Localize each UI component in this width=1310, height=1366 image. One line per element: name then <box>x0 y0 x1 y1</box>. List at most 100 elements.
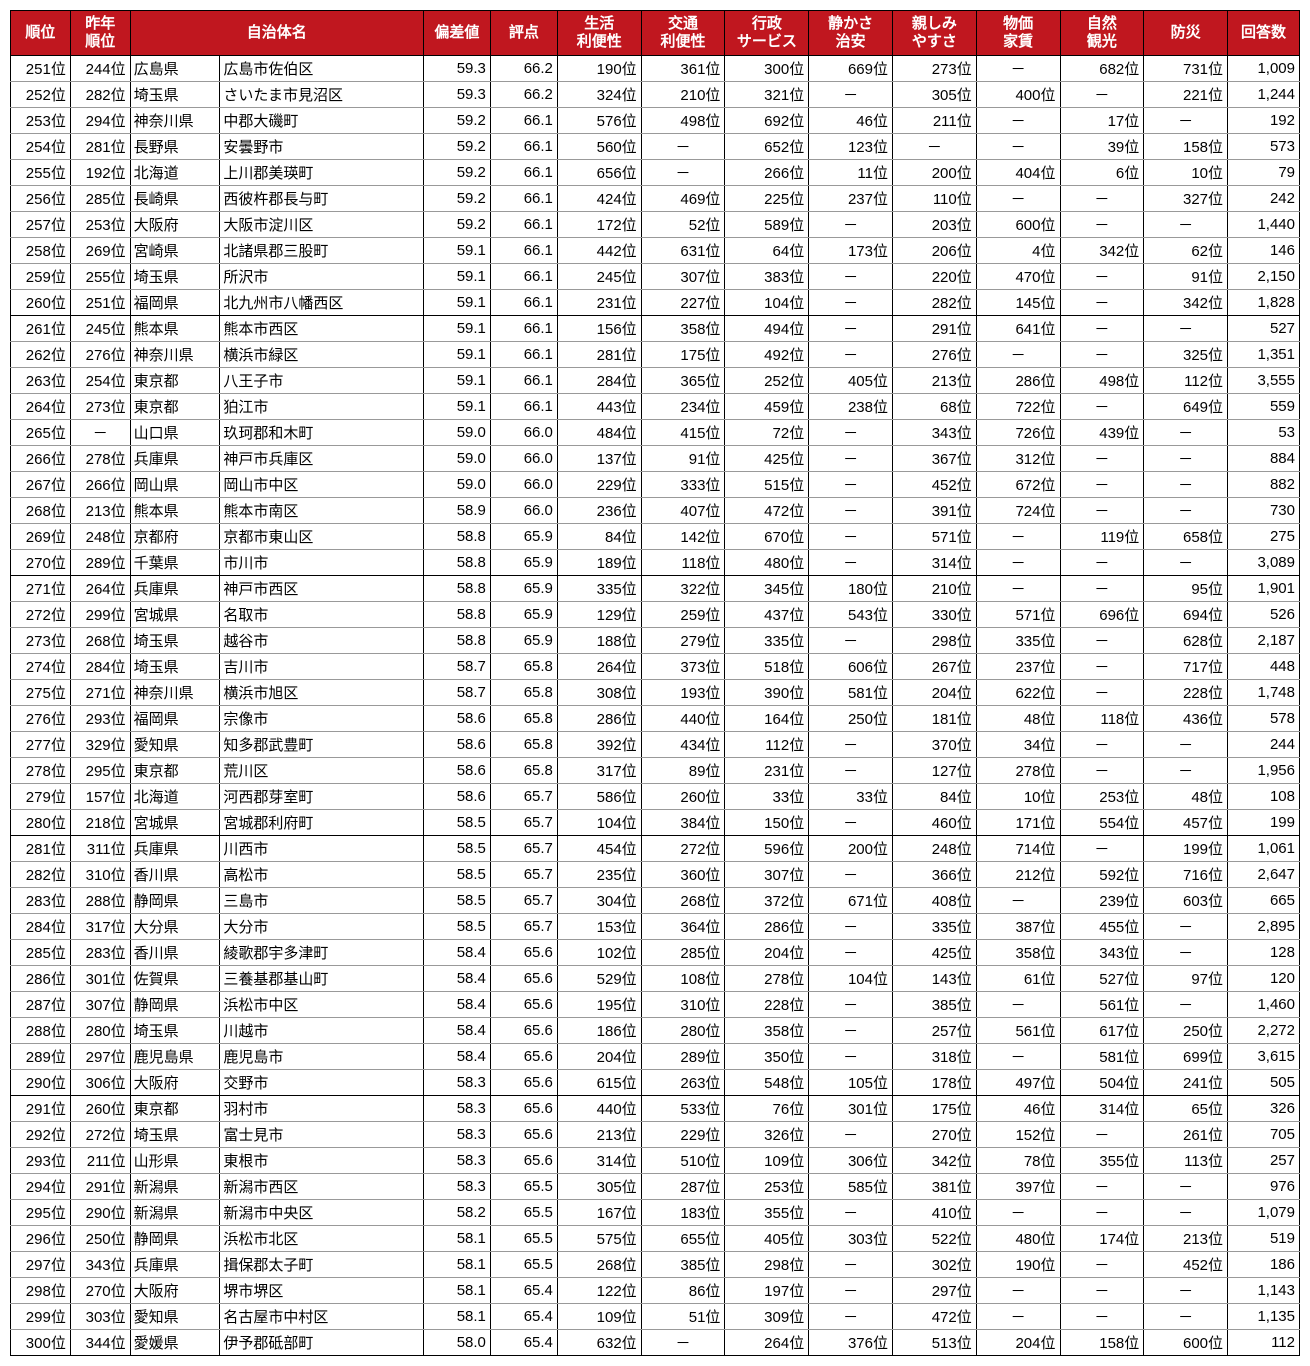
cell-disaster: － <box>1144 914 1228 940</box>
cell-disaster: 97位 <box>1144 966 1228 992</box>
cell-score: 66.1 <box>490 264 557 290</box>
cell-prev: 329位 <box>70 732 130 758</box>
cell-admin: 109位 <box>725 1148 809 1174</box>
cell-score: 65.9 <box>490 524 557 550</box>
table-row: 252位282位埼玉県さいたま市見沼区59.366.2324位210位321位－… <box>11 82 1300 108</box>
cell-pref: 神奈川県 <box>130 108 220 134</box>
cell-nature: 554位 <box>1060 810 1144 836</box>
cell-life: 236位 <box>557 498 641 524</box>
cell-dev: 59.2 <box>423 160 490 186</box>
cell-score: 65.7 <box>490 914 557 940</box>
cell-quiet: － <box>809 82 893 108</box>
cell-friendly: － <box>892 134 976 160</box>
cell-traffic: 498位 <box>641 108 725 134</box>
cell-city: 川西市 <box>220 836 423 862</box>
cell-admin: 266位 <box>725 160 809 186</box>
cell-admin: 253位 <box>725 1174 809 1200</box>
cell-quiet: － <box>809 1018 893 1044</box>
cell-prev: 281位 <box>70 134 130 160</box>
cell-friendly: 335位 <box>892 914 976 940</box>
cell-price: － <box>976 992 1060 1018</box>
cell-dev: 58.2 <box>423 1200 490 1226</box>
cell-prev: 244位 <box>70 56 130 82</box>
cell-score: 65.8 <box>490 654 557 680</box>
cell-disaster: － <box>1144 940 1228 966</box>
cell-rank: 260位 <box>11 290 71 316</box>
cell-quiet: 301位 <box>809 1096 893 1122</box>
cell-price: 278位 <box>976 758 1060 784</box>
cell-prev: 272位 <box>70 1122 130 1148</box>
cell-resp: 1,135 <box>1228 1304 1300 1330</box>
cell-score: 66.1 <box>490 368 557 394</box>
cell-resp: 146 <box>1228 238 1300 264</box>
cell-price: 34位 <box>976 732 1060 758</box>
cell-quiet: － <box>809 628 893 654</box>
table-row: 267位266位岡山県岡山市中区59.066.0229位333位515位－452… <box>11 472 1300 498</box>
cell-city: 鹿児島市 <box>220 1044 423 1070</box>
cell-quiet: － <box>809 810 893 836</box>
cell-traffic: 365位 <box>641 368 725 394</box>
cell-pref: 長野県 <box>130 134 220 160</box>
cell-nature: 314位 <box>1060 1096 1144 1122</box>
cell-price: 286位 <box>976 368 1060 394</box>
cell-friendly: 110位 <box>892 186 976 212</box>
cell-admin: 298位 <box>725 1252 809 1278</box>
cell-quiet: － <box>809 212 893 238</box>
table-row: 289位297位鹿児島県鹿児島市58.465.6204位289位350位－318… <box>11 1044 1300 1070</box>
cell-score: 65.6 <box>490 1044 557 1070</box>
cell-price: 397位 <box>976 1174 1060 1200</box>
table-row: 260位251位福岡県北九州市八幡西区59.166.1231位227位104位－… <box>11 290 1300 316</box>
cell-disaster: 62位 <box>1144 238 1228 264</box>
cell-score: 65.5 <box>490 1174 557 1200</box>
cell-admin: 372位 <box>725 888 809 914</box>
cell-pref: 新潟県 <box>130 1174 220 1200</box>
cell-quiet: 585位 <box>809 1174 893 1200</box>
cell-nature: － <box>1060 654 1144 680</box>
cell-nature: － <box>1060 446 1144 472</box>
col-admin: 行政サービス <box>725 11 809 56</box>
cell-friendly: 460位 <box>892 810 976 836</box>
table-row: 251位244位広島県広島市佐伯区59.366.2190位361位300位669… <box>11 56 1300 82</box>
table-row: 283位288位静岡県三島市58.565.7304位268位372位671位40… <box>11 888 1300 914</box>
cell-friendly: 200位 <box>892 160 976 186</box>
cell-prev: 255位 <box>70 264 130 290</box>
cell-price: － <box>976 576 1060 602</box>
cell-disaster: － <box>1144 212 1228 238</box>
cell-score: 65.6 <box>490 1122 557 1148</box>
cell-life: 245位 <box>557 264 641 290</box>
cell-friendly: 522位 <box>892 1226 976 1252</box>
cell-price: － <box>976 1278 1060 1304</box>
cell-life: 229位 <box>557 472 641 498</box>
cell-life: 172位 <box>557 212 641 238</box>
cell-traffic: 364位 <box>641 914 725 940</box>
cell-traffic: 469位 <box>641 186 725 212</box>
cell-nature: 253位 <box>1060 784 1144 810</box>
cell-life: 231位 <box>557 290 641 316</box>
cell-nature: － <box>1060 836 1144 862</box>
cell-nature: － <box>1060 1200 1144 1226</box>
cell-rank: 264位 <box>11 394 71 420</box>
cell-admin: 33位 <box>725 784 809 810</box>
cell-life: 443位 <box>557 394 641 420</box>
cell-score: 66.1 <box>490 394 557 420</box>
cell-pref: 北海道 <box>130 784 220 810</box>
cell-traffic: 91位 <box>641 446 725 472</box>
cell-nature: － <box>1060 290 1144 316</box>
cell-price: － <box>976 134 1060 160</box>
cell-friendly: 342位 <box>892 1148 976 1174</box>
cell-resp: 1,901 <box>1228 576 1300 602</box>
cell-quiet: － <box>809 1122 893 1148</box>
cell-dev: 58.5 <box>423 862 490 888</box>
cell-rank: 261位 <box>11 316 71 342</box>
cell-life: 615位 <box>557 1070 641 1096</box>
cell-prev: 288位 <box>70 888 130 914</box>
cell-traffic: 183位 <box>641 1200 725 1226</box>
cell-price: － <box>976 342 1060 368</box>
cell-admin: 231位 <box>725 758 809 784</box>
cell-traffic: 361位 <box>641 56 725 82</box>
cell-traffic: 89位 <box>641 758 725 784</box>
cell-traffic: 142位 <box>641 524 725 550</box>
cell-dev: 58.6 <box>423 706 490 732</box>
cell-nature: － <box>1060 316 1144 342</box>
cell-rank: 255位 <box>11 160 71 186</box>
